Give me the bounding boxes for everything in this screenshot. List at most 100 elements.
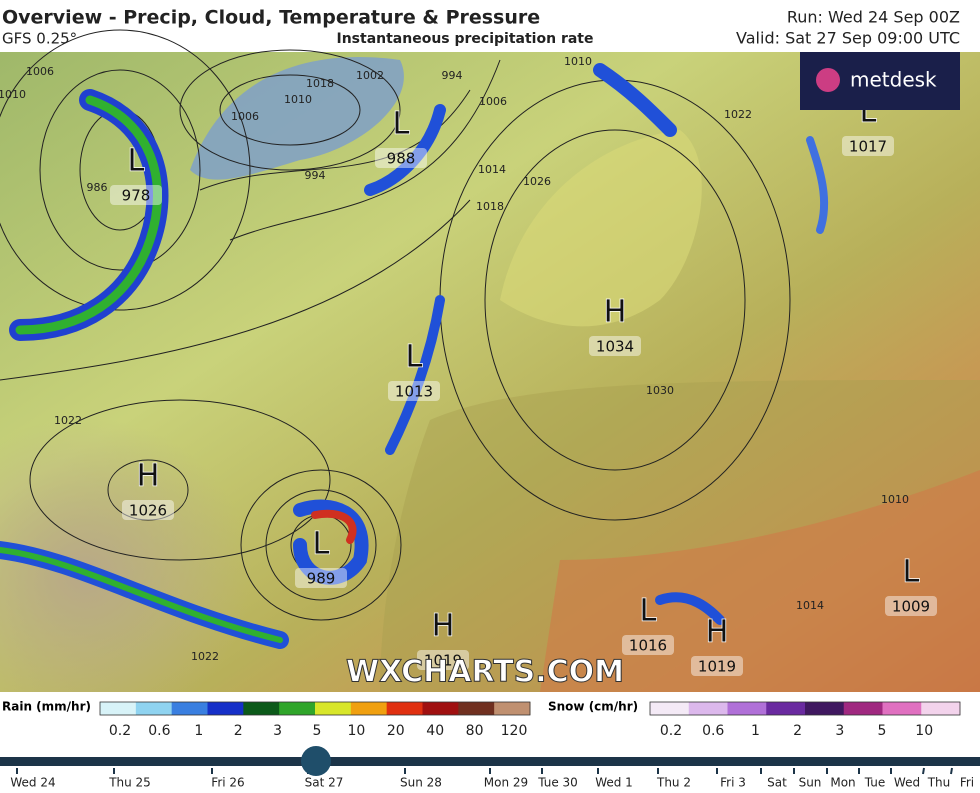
legend-tick-label: 2 [793, 723, 802, 739]
timeline-label[interactable]: Mon [830, 776, 855, 790]
timeline-label[interactable]: Sat [767, 776, 787, 790]
pressure-value: 1019 [698, 658, 736, 676]
model: GFS 0.25° [2, 30, 77, 48]
legend-swatch [843, 702, 883, 715]
legend-swatch [386, 702, 423, 715]
legend-swatch [727, 702, 767, 715]
legend-tick-label: 2 [234, 723, 243, 739]
pressure-letter: L [640, 594, 657, 629]
pressure-value-box [295, 568, 347, 588]
isobar-label: 1010 [0, 88, 26, 101]
timeline-label[interactable]: Fri 26 [211, 776, 244, 790]
pressure-value: 1026 [129, 502, 167, 520]
isobar-label: 1030 [646, 384, 674, 397]
legend-tick-label: 0.2 [109, 723, 131, 739]
legend-swatch [171, 702, 208, 715]
timeline-label[interactable]: Wed 24 [10, 776, 55, 790]
pressure-letter: H [137, 459, 160, 494]
scandinavia [500, 130, 702, 327]
timeline-label[interactable]: Wed [894, 776, 920, 790]
isobar-label: 1022 [724, 108, 752, 121]
timeline-label[interactable]: Sun [799, 776, 822, 790]
timeline-label[interactable]: Mon 29 [484, 776, 528, 790]
legends: 0.2 0.6 1 2 3 5 10 20 40 80 120 0.2 0.6 1 2 3 5 10 [99, 701, 961, 739]
legend-swatch [207, 702, 244, 715]
legend-swatch [243, 702, 280, 715]
legend-tick-label: 40 [426, 723, 444, 739]
isobar-label: 1022 [54, 414, 82, 427]
legend-tick-label: 3 [835, 723, 844, 739]
legend-tick-label: 80 [466, 723, 484, 739]
isobar-label: 1018 [476, 200, 504, 213]
pressure-systems: L 978 L 988 L 1017 H 1034 L 1013 H 1026 L 989 H 1019 L 10… [110, 94, 937, 676]
timeline-thumb[interactable] [301, 746, 331, 776]
timeline-label[interactable]: Fri 3 [720, 776, 746, 790]
timeline-label[interactable]: Sun 28 [400, 776, 442, 790]
pressure-value: 1013 [395, 383, 433, 401]
legend-tick-label: 0.2 [660, 723, 682, 739]
ocean-shade [0, 300, 420, 692]
timeline-label[interactable]: Wed 1 [595, 776, 633, 790]
pressure-value-box [110, 185, 162, 205]
pressure-value: 978 [122, 187, 151, 205]
subtitle: Instantaneous precipitation rate [337, 31, 594, 47]
legend-tick-label: 1 [194, 723, 203, 739]
timeline-label[interactable]: Thu 2 [656, 776, 691, 790]
isobar-label: 1002 [356, 69, 384, 82]
legend-tick-label: 0.6 [702, 723, 724, 739]
legend-tick-label: 0.6 [148, 723, 170, 739]
pressure-value-box [691, 656, 743, 676]
africa-land [540, 470, 980, 692]
pressure-letter: H [432, 609, 455, 644]
timeline: Wed 24 Thu 25 Fri 26 Sat 27 Sun 28 Mon 29 Tue … [10, 746, 974, 790]
isobar-label: 1014 [796, 599, 824, 612]
legend-swatch [279, 702, 316, 715]
legend-tick-label: 5 [313, 723, 322, 739]
pressure-value: 1016 [629, 637, 667, 655]
legend-tick-label: 20 [387, 723, 405, 739]
pressure-value-box [842, 136, 894, 156]
pressure-value-box [122, 500, 174, 520]
timeline-label[interactable]: Fri [960, 776, 974, 790]
isobar-label: 986 [87, 181, 108, 194]
valid: Valid: Sat 27 Sep 09:00 UTC [736, 29, 960, 48]
legend-border [649, 701, 961, 716]
legend-swatch [688, 702, 728, 715]
isobar-label: 1006 [26, 65, 54, 78]
legend-swatch [766, 702, 806, 715]
legend-tick-label: 1 [751, 723, 760, 739]
timeline-label[interactable]: Thu 25 [108, 776, 151, 790]
greenland [190, 57, 404, 180]
pressure-value-box [589, 336, 641, 356]
timeline-label[interactable]: Sat 27 [305, 776, 344, 790]
timeline-label[interactable]: Tue 30 [537, 776, 578, 790]
isobar-label: 994 [442, 69, 463, 82]
legend-tick-label: 10 [915, 723, 933, 739]
pressure-letter: L [393, 107, 410, 142]
pressure-letter: H [604, 295, 627, 330]
logo-text: metdesk [850, 68, 937, 92]
watermark: WXCHARTS.COM [346, 655, 624, 690]
pressure-value-box [622, 635, 674, 655]
timeline-label[interactable]: Tue [864, 776, 886, 790]
legend-swatch [350, 702, 388, 715]
isobar-label: 1006 [231, 110, 259, 123]
pressure-letter: H [706, 615, 729, 650]
isobar-label: 1014 [478, 163, 506, 176]
legend-swatch [100, 702, 137, 715]
legend-swatch [458, 702, 495, 715]
timeline-label[interactable]: Thu [927, 776, 951, 790]
legend-swatch [805, 702, 845, 715]
legend-tick-label: 3 [273, 723, 282, 739]
isobar-label: 1006 [479, 95, 507, 108]
pressure-value: 1009 [892, 598, 930, 616]
precipitation [0, 63, 829, 649]
isobar-label: 1010 [564, 55, 592, 68]
pressure-value-box [375, 148, 427, 168]
timeline-track[interactable] [0, 757, 980, 766]
isobar-label: 1010 [881, 493, 909, 506]
logo-icon [816, 68, 840, 92]
